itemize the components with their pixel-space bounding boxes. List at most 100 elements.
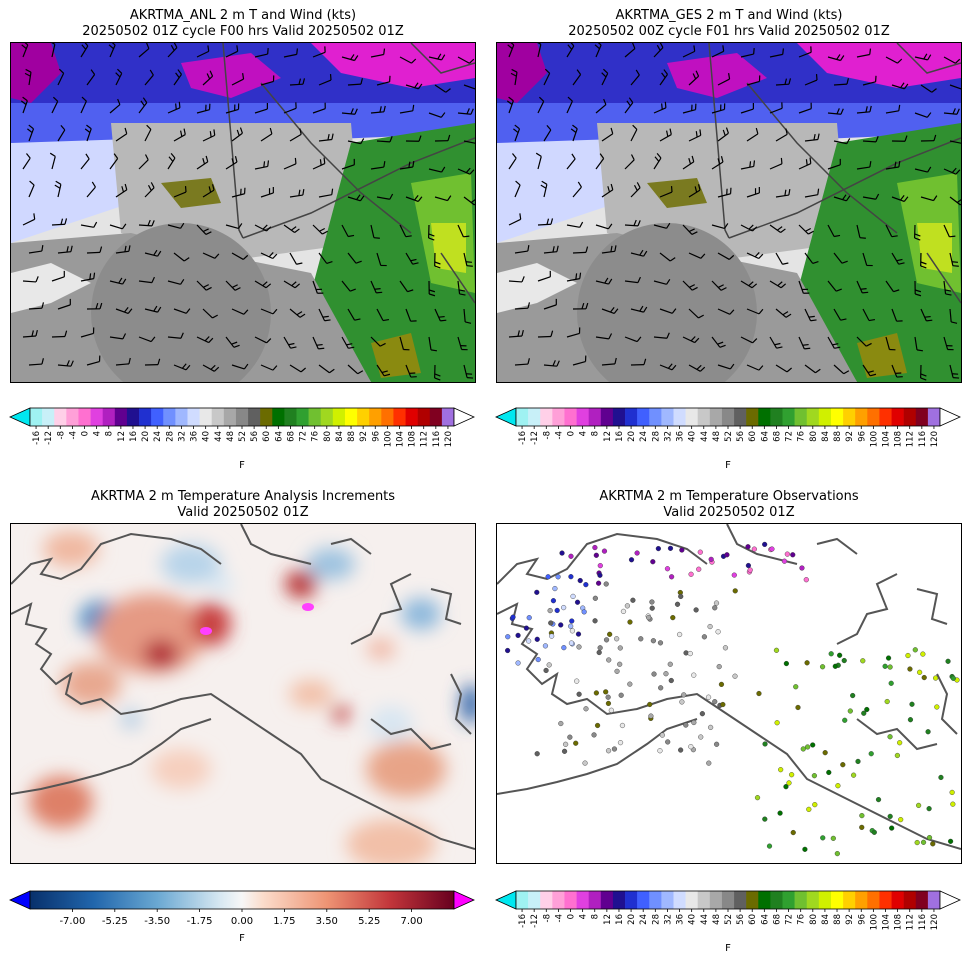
colorbar-tick-label: 104 <box>881 914 891 930</box>
colorbar-tick-label: 32 <box>177 431 187 442</box>
anl-title-line1: AKRTMA_ANL 2 m T and Wind (kts) <box>129 8 357 23</box>
colorbar-swatch <box>843 891 856 909</box>
colorbar-tick-label: 68 <box>286 431 296 442</box>
colorbar-tick-label: 52 <box>238 431 248 442</box>
colorbar-tick-label: 8 <box>591 431 601 436</box>
colorbar-swatch <box>891 408 904 426</box>
observation-stations <box>504 541 960 857</box>
colorbar-tick-label: 68 <box>772 431 782 442</box>
colorbar-swatch <box>30 408 43 426</box>
colorbar-tick-label: 88 <box>833 431 843 442</box>
colorbar-tick-label: 36 <box>190 431 200 442</box>
colorbar-tick-label: -16 <box>518 914 528 928</box>
colorbar-tick-label: 120 <box>444 431 454 447</box>
inc-title-line2: Valid 20250502 01Z <box>177 505 309 520</box>
colorbar-tick-label: 72 <box>785 431 795 442</box>
colorbar-tick-label: 88 <box>347 431 357 442</box>
colorbar-swatch <box>746 408 759 426</box>
colorbar-swatch <box>296 408 309 426</box>
colorbar-over-arrow <box>453 407 475 427</box>
colorbar-swatch <box>405 408 418 426</box>
colorbar-tick-label: -12 <box>530 431 540 445</box>
colorbar-tick-label: 80 <box>809 914 819 925</box>
colorbar-swatch <box>417 408 431 426</box>
colorbar-swatch <box>818 408 832 426</box>
colorbar-swatch <box>260 408 273 426</box>
increment-tick-label: -7.00 <box>59 916 85 927</box>
colorbar-swatch <box>175 408 188 426</box>
colorbar-under-arrow <box>9 407 31 427</box>
colorbar-tick-label: 60 <box>748 914 758 925</box>
colorbar-tick-label: -4 <box>68 431 78 439</box>
colorbar-swatch <box>126 408 140 426</box>
colorbar-tick-label: 100 <box>869 914 879 930</box>
colorbar-tick-label: 20 <box>627 431 637 442</box>
colorbar-swatch <box>516 408 529 426</box>
anl-title-line2: 20250502 01Z cycle F00 hrs Valid 2025050… <box>82 24 404 39</box>
colorbar-tick-label: 20 <box>141 431 151 442</box>
colorbar-swatch <box>576 408 589 426</box>
colorbar-tick-label: 84 <box>821 431 831 442</box>
colorbar-tick-label: 16 <box>615 431 625 442</box>
colorbar-swatch <box>637 891 650 909</box>
colorbar-swatch <box>830 408 844 426</box>
anl-panel-title: AKRTMA_ANL 2 m T and Wind (kts) 20250502… <box>10 8 476 40</box>
colorbar-swatch <box>612 408 626 426</box>
colorbar-tick-label: 96 <box>857 431 867 442</box>
increment-colorbar: -7.00 -5.25 -3.50 -1.75 0.00 1.75 3.50 5.25 7.00 <box>9 890 475 927</box>
colorbar-swatch <box>746 891 759 909</box>
colorbar-tick-label: 32 <box>663 431 673 442</box>
colorbar-swatch <box>344 408 358 426</box>
ges-panel-title: AKRTMA_GES 2 m T and Wind (kts) 20250502… <box>496 8 962 40</box>
colorbar-swatch <box>223 408 237 426</box>
colorbar-tick-label: 72 <box>785 914 795 925</box>
colorbar-tick-label: 116 <box>432 431 442 447</box>
colorbar-swatch <box>187 408 200 426</box>
colorbar-swatch <box>199 408 213 426</box>
colorbar-tick-label: 28 <box>651 431 661 442</box>
colorbar-swatch <box>721 891 735 909</box>
colorbar-swatch <box>903 408 917 426</box>
colorbar-over-arrow <box>939 890 961 910</box>
colorbar-tick-label: 76 <box>311 431 321 442</box>
colorbar-swatch <box>90 408 103 426</box>
colorbar-swatch <box>830 891 844 909</box>
colorbar-tick-label: -16 <box>518 431 528 445</box>
colorbar-swatch <box>625 891 638 909</box>
colorbar-swatch <box>770 408 783 426</box>
inc-panel-title: AKRTMA 2 m Temperature Analysis Incremen… <box>10 489 476 521</box>
colorbar-over-arrow <box>939 407 961 427</box>
increment-max-spot <box>200 627 212 635</box>
colorbar-tick-label: 72 <box>299 431 309 442</box>
ges-temperature-wind-map <box>496 42 962 383</box>
colorbar-tick-label: 44 <box>214 431 224 442</box>
colorbar-swatch <box>927 408 941 426</box>
colorbar-swatch <box>649 891 662 909</box>
colorbar-under-arrow <box>495 890 517 910</box>
colorbar-tick-label: 16 <box>615 914 625 925</box>
obs-colorbar-swatches: -16 -12 -8 -4 0 4 8 12 16 20 24 28 32 36 40 44 48 52 56 60 6… <box>495 890 961 930</box>
colorbar-tick-label: 112 <box>906 431 916 447</box>
colorbar-tick-label: -16 <box>32 431 42 445</box>
anl-temperature-wind-map <box>10 42 476 383</box>
increment-field <box>29 531 475 863</box>
colorbar-tick-label: 96 <box>371 431 381 442</box>
colorbar-swatch <box>540 408 553 426</box>
colorbar-tick-label: 0 <box>81 431 91 436</box>
colorbar-under-arrow <box>495 407 517 427</box>
colorbar-swatch <box>891 891 904 909</box>
colorbar-swatch <box>637 408 650 426</box>
colorbar-swatch <box>818 891 832 909</box>
colorbar-swatch <box>139 408 152 426</box>
colorbar-swatch <box>114 408 128 426</box>
colorbar-swatch <box>528 891 541 909</box>
colorbar-tick-label: 40 <box>688 914 698 925</box>
colorbar-tick-label: 12 <box>603 431 613 442</box>
colorbar-tick-label: 108 <box>894 914 904 930</box>
colorbar-swatch <box>600 408 614 426</box>
colorbar-tick-label: 32 <box>663 914 673 925</box>
colorbar-tick-label: 20 <box>627 914 637 925</box>
increment-max-spot <box>302 603 314 611</box>
obs-title-line2: Valid 20250502 01Z <box>663 505 795 520</box>
colorbar-tick-label: 36 <box>676 431 686 442</box>
